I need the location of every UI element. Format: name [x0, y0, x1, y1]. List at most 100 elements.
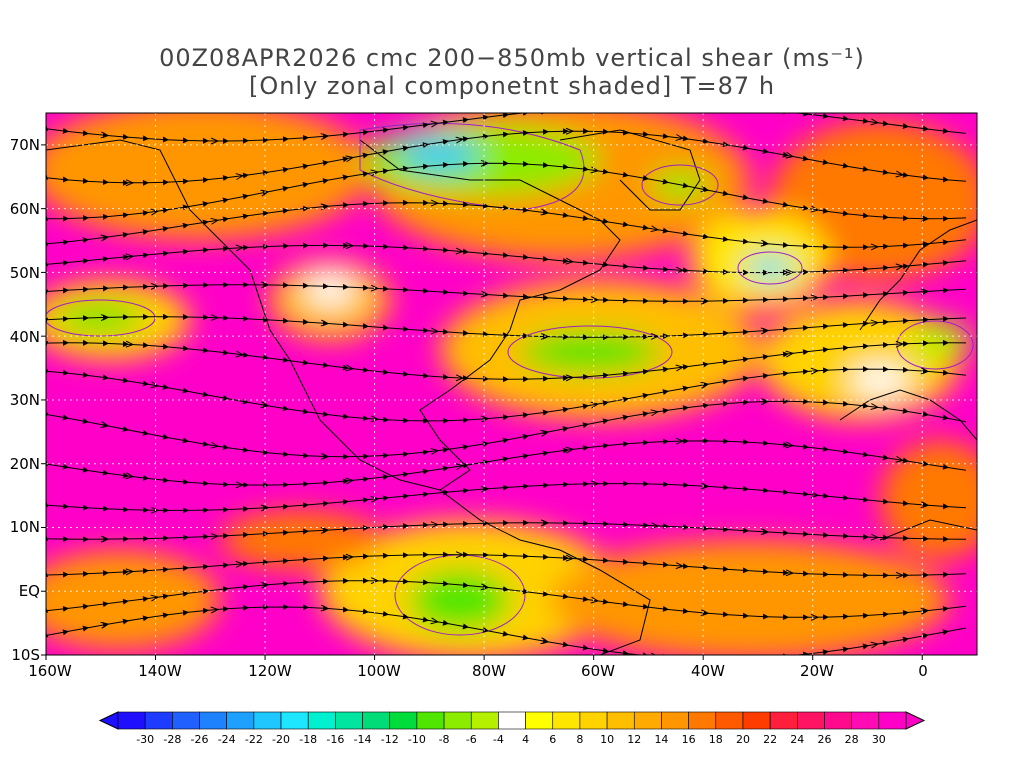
lon-label-100w: 100W — [357, 662, 401, 680]
axis-ticks — [41, 144, 923, 660]
streamline-arrow — [920, 288, 930, 296]
streamline-arrow — [480, 583, 490, 591]
streamline-arrow — [150, 282, 160, 290]
streamline-arrow — [785, 569, 795, 577]
colorbar-tick-label: -6 — [465, 733, 477, 746]
lat-label-50n: 50N — [9, 264, 40, 282]
streamline-arrow — [210, 217, 220, 225]
lon-label-60w: 60W — [581, 662, 615, 680]
map-plot-area — [46, 106, 977, 655]
colorbar-tick-label: -18 — [299, 733, 318, 746]
colorbar-swatch — [797, 711, 825, 730]
streamline-arrow — [785, 441, 795, 449]
lon-label-0: 0 — [918, 662, 928, 680]
streamline-arrow — [320, 604, 330, 612]
streamline-arrow — [590, 596, 600, 604]
streamline-arrow — [761, 106, 769, 113]
streamline-arrow — [210, 532, 220, 540]
streamline-arrow — [235, 560, 245, 568]
colorbar-tick-label: -16 — [326, 733, 345, 746]
lat-label-70n: 70N — [9, 136, 40, 154]
streamline-arrow — [650, 409, 660, 417]
streamline-arrow — [675, 437, 685, 445]
map-title-line-1: 00Z08APR2026 cmc 200−850mb vertical shea… — [159, 44, 865, 72]
colorbar-swatch — [335, 711, 363, 730]
streamline-arrow — [540, 333, 550, 340]
streamline-arrow — [700, 482, 710, 490]
streamline-arrow — [455, 247, 465, 255]
streamline-arrow — [430, 120, 440, 128]
streamline-arrow — [870, 319, 880, 327]
streamline-arrow — [590, 296, 600, 304]
colorbar-swatch — [579, 711, 608, 730]
colorbar-tick-label: 24 — [790, 733, 805, 746]
streamline-arrow — [810, 294, 820, 302]
streamline — [46, 281, 967, 305]
streamline-arrow — [150, 506, 160, 514]
colorbar-swatch — [742, 711, 771, 730]
streamline-arrow — [210, 314, 220, 322]
streamline-arrow — [100, 234, 110, 242]
streamline-arrow — [125, 340, 135, 348]
streamline-arrow — [870, 533, 880, 541]
lon-label-160w: 160W — [28, 662, 72, 680]
colorbar-swatch — [498, 711, 526, 730]
colorbar-tick-label: 30 — [871, 733, 886, 746]
streamline-arrow — [920, 367, 930, 375]
colorbar-swatch — [606, 711, 635, 730]
streamline-arrow — [260, 504, 270, 512]
lon-label-140w: 140W — [138, 662, 182, 680]
lat-label-20n: 20N — [9, 455, 40, 473]
streamline-arrow — [760, 327, 770, 335]
streamline-arrow — [455, 551, 465, 559]
streamline-arrow — [125, 472, 135, 480]
streamlines — [46, 106, 967, 655]
streamline-arrow — [700, 381, 710, 389]
colorbar-swatch — [878, 711, 907, 730]
colorbar-tick-label: 22 — [763, 733, 778, 746]
streamline-arrow — [125, 568, 135, 576]
streamline-arrow — [345, 242, 355, 250]
streamline-arrow — [650, 332, 660, 340]
streamline-arrow — [150, 381, 160, 389]
streamline-arrow — [210, 606, 220, 614]
colorbar-swatch — [416, 711, 445, 730]
streamline-arrow — [920, 501, 930, 509]
streamline-arrow — [100, 421, 110, 428]
colorbar-swatch — [688, 711, 717, 730]
streamline-arrow — [235, 244, 245, 252]
colorbar-tick-label: -30 — [136, 733, 155, 746]
streamline-arrow — [320, 527, 330, 534]
streamline-arrow — [430, 199, 440, 207]
colorbar-swatch — [443, 711, 472, 730]
colorbar-swatch — [552, 711, 581, 730]
streamline — [46, 603, 967, 655]
colorbar-tick-label: 18 — [708, 733, 723, 746]
map-frame — [45, 112, 978, 656]
streamline-arrow — [430, 327, 440, 335]
streamline-arrow — [870, 403, 880, 410]
colorbar-tick-label: -10 — [407, 733, 426, 746]
streamline-arrow — [760, 528, 770, 536]
colorbar-swatch — [715, 711, 744, 730]
streamline-arrow — [565, 446, 575, 454]
colorbar-tick-label: -12 — [380, 733, 399, 746]
streamline-arrow — [810, 491, 820, 499]
colorbar-swatch — [633, 711, 662, 730]
colorbar-swatch — [851, 711, 880, 730]
colorbar-tick-label: -14 — [353, 733, 372, 746]
streamline-arrow — [370, 577, 380, 585]
streamline-arrow — [480, 290, 490, 298]
colorbar-tick-label: 28 — [844, 733, 859, 746]
colorbar-swatch — [307, 711, 336, 730]
streamline — [46, 551, 967, 579]
colorbar-swatch — [389, 711, 418, 730]
streamline-arrow — [895, 340, 905, 348]
streamline-arrow — [235, 350, 245, 358]
streamline — [46, 313, 967, 341]
streamline-arrow — [100, 314, 110, 321]
colorbar-right-arrow — [905, 711, 926, 730]
colorbar — [98, 711, 926, 730]
streamline-arrow — [150, 594, 160, 602]
streamline-arrow — [895, 263, 905, 271]
